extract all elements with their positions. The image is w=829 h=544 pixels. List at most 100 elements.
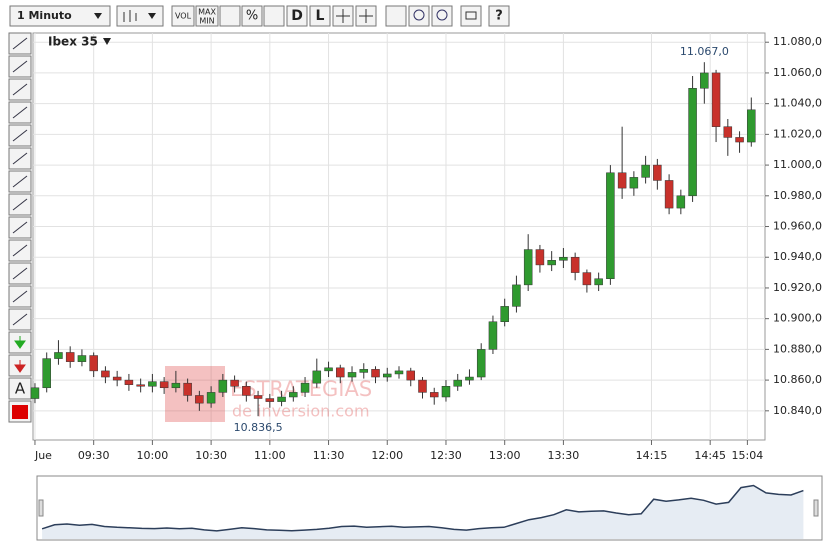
percent-label: % bbox=[246, 9, 258, 24]
tool-label: A bbox=[15, 380, 26, 398]
d-button[interactable] bbox=[286, 5, 308, 27]
candle-body bbox=[664, 180, 674, 209]
y-tick-label: 10.840,0 bbox=[773, 404, 822, 417]
candle-body bbox=[324, 367, 333, 372]
candle-body bbox=[735, 137, 744, 143]
candle-body bbox=[77, 355, 87, 362]
y-tick-label: 10.860,0 bbox=[773, 373, 822, 386]
y-tick-label: 10.920,0 bbox=[773, 281, 822, 294]
max-label: MAX bbox=[198, 8, 216, 17]
candle-body bbox=[242, 385, 251, 396]
vol-label: VOL bbox=[175, 12, 192, 21]
crosshair-icon bbox=[336, 9, 350, 23]
tool-icon bbox=[12, 83, 28, 96]
print-button[interactable] bbox=[460, 5, 482, 27]
candle-body bbox=[30, 387, 40, 399]
candle-body bbox=[418, 379, 427, 393]
navigator-handle[interactable] bbox=[38, 499, 44, 517]
candle-body bbox=[159, 381, 169, 389]
candle-body bbox=[171, 382, 181, 389]
candle-body bbox=[230, 379, 239, 387]
tool-icon bbox=[12, 152, 28, 165]
l-button[interactable] bbox=[309, 5, 331, 27]
dropdown-arrow bbox=[94, 13, 102, 19]
candle-body bbox=[253, 395, 263, 399]
navigator-handle[interactable] bbox=[813, 499, 819, 517]
zoom-fit-button[interactable] bbox=[385, 5, 407, 27]
x-tick-label: 10:00 bbox=[137, 449, 169, 462]
tool-icon bbox=[12, 175, 28, 188]
navigator-line bbox=[41, 484, 804, 532]
toolbar: 1 Minuto VOL MAX MIN % D L ? bbox=[9, 5, 510, 27]
candle-body bbox=[476, 349, 486, 378]
candle-body bbox=[101, 370, 110, 378]
annotation: 10.836,5 bbox=[234, 421, 283, 434]
candle-body bbox=[747, 109, 756, 143]
candle-body bbox=[265, 398, 275, 402]
candle-body bbox=[136, 384, 145, 387]
print-icon bbox=[465, 11, 477, 20]
percent-button[interactable] bbox=[241, 5, 263, 27]
side-tools: A bbox=[8, 32, 32, 423]
grid-button[interactable] bbox=[219, 5, 241, 27]
min-label: MIN bbox=[199, 17, 214, 26]
x-tick-label: 14:45 bbox=[694, 449, 726, 462]
tool-icon bbox=[14, 360, 26, 373]
help-label: ? bbox=[495, 9, 503, 24]
vol-button[interactable] bbox=[171, 5, 195, 27]
zoom-icon bbox=[436, 9, 448, 21]
plot: 11.067,0 10.836,5 bbox=[30, 45, 756, 434]
candle-body bbox=[359, 369, 369, 373]
candle-body bbox=[488, 321, 498, 350]
tool-icon bbox=[12, 313, 28, 326]
tool-icon bbox=[12, 244, 28, 257]
navigator-plot bbox=[38, 484, 819, 539]
x-tick-label: 11:00 bbox=[254, 449, 286, 462]
zoom-in-button[interactable] bbox=[431, 5, 453, 27]
y-tick-label: 10.940,0 bbox=[773, 250, 822, 263]
candle-body bbox=[347, 372, 357, 378]
candle-body bbox=[688, 88, 697, 197]
navigator-area bbox=[42, 485, 804, 539]
chart-title: Ibex 35 bbox=[48, 35, 98, 49]
tool-icon bbox=[12, 290, 28, 303]
candle-body bbox=[582, 272, 592, 286]
candle-body bbox=[300, 382, 310, 393]
candle-body bbox=[570, 256, 580, 273]
chart-type-dropdown[interactable] bbox=[116, 5, 164, 27]
color-swatch bbox=[12, 405, 28, 419]
zoom-icon bbox=[413, 9, 425, 21]
candle-body bbox=[547, 260, 556, 266]
tool-icon bbox=[12, 221, 28, 234]
watermark-text: de inversion.com bbox=[232, 402, 370, 421]
y-tick-label: 10.980,0 bbox=[773, 189, 822, 202]
tool-icon bbox=[12, 106, 28, 119]
area-button[interactable] bbox=[263, 5, 285, 27]
candle-body bbox=[535, 249, 545, 266]
candle-body bbox=[523, 249, 533, 286]
candle-body bbox=[406, 370, 415, 381]
x-tick-label: 09:30 bbox=[78, 449, 110, 462]
tool-icon bbox=[12, 60, 28, 73]
y-tick-label: 10.880,0 bbox=[773, 342, 822, 355]
y-tick-label: 10.900,0 bbox=[773, 312, 822, 325]
tool-icon bbox=[12, 37, 28, 50]
candle-body bbox=[54, 352, 63, 359]
candle-body bbox=[500, 306, 509, 322]
l-label: L bbox=[316, 8, 325, 24]
candle-body bbox=[453, 379, 462, 387]
maxmin-button[interactable] bbox=[195, 5, 219, 27]
x-tick-label: 15:04 bbox=[732, 449, 764, 462]
help-button[interactable] bbox=[488, 5, 510, 27]
zoom-out-button[interactable] bbox=[408, 5, 430, 27]
candle-body bbox=[371, 369, 380, 378]
interval-dropdown[interactable] bbox=[9, 5, 111, 27]
tool-icon bbox=[12, 198, 28, 211]
y-tick-label: 11.080,0 bbox=[773, 35, 822, 48]
candle-body bbox=[700, 72, 709, 89]
y-tick-label: 11.020,0 bbox=[773, 127, 822, 140]
title-arrow[interactable] bbox=[103, 38, 111, 45]
watermark: ESTRATEGIAS de inversion.com bbox=[165, 366, 372, 422]
x-tick-label: 10:30 bbox=[195, 449, 227, 462]
